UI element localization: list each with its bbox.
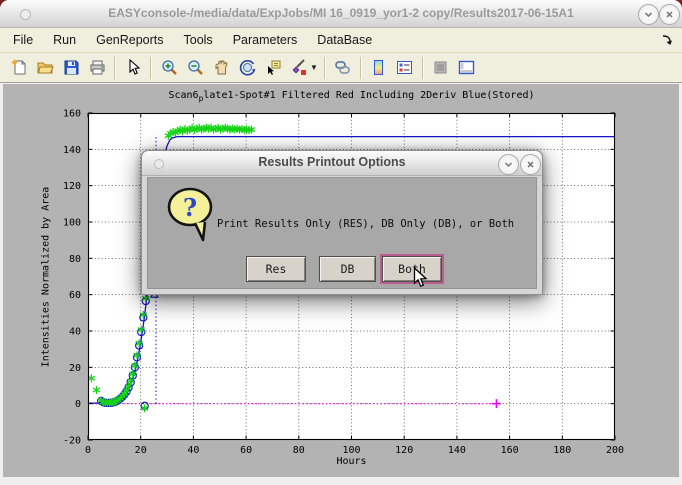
dialog-title-bar[interactable]: Results Printout Options <box>142 151 542 176</box>
zoom-in-icon <box>161 60 177 75</box>
close-button[interactable] <box>659 4 680 25</box>
mouse-cursor-icon <box>413 267 428 288</box>
insert-colorbar-button[interactable] <box>366 55 392 81</box>
link-chain-icon <box>335 61 351 74</box>
toolbar-separator <box>150 56 152 79</box>
edit-arrow-icon <box>128 59 140 75</box>
svg-text:?: ? <box>183 193 197 222</box>
y-axis-label: Intensities Normalized by Area <box>40 186 52 368</box>
svg-text:20: 20 <box>69 363 81 374</box>
figure-toolbar: ▼ <box>0 52 682 83</box>
dialog-close-button[interactable] <box>520 154 541 175</box>
svg-text:80: 80 <box>293 445 305 456</box>
brush-dropdown-caret-icon[interactable]: ▼ <box>310 63 318 72</box>
close-icon <box>527 161 534 168</box>
svg-text:200: 200 <box>606 445 624 456</box>
svg-text:60: 60 <box>69 290 81 301</box>
dialog-message: Print Results Only (RES), DB Only (DB), … <box>217 218 515 230</box>
svg-text:0: 0 <box>85 445 91 456</box>
dialog-minimize-button[interactable] <box>498 154 519 175</box>
link-plot-button[interactable] <box>330 55 356 81</box>
title-bar[interactable]: EASYconsole-/media/data/ExpJobs/MI 16_09… <box>0 0 682 28</box>
svg-text:160: 160 <box>501 445 519 456</box>
svg-text:20: 20 <box>135 445 147 456</box>
svg-text:40: 40 <box>187 445 199 456</box>
save-figure-button[interactable] <box>58 55 84 81</box>
open-folder-icon <box>37 62 54 74</box>
show-plot-tools-icon <box>459 60 475 75</box>
dialog-title: Results Printout Options <box>258 155 406 169</box>
toolbar-separator <box>421 56 424 79</box>
minimize-button[interactable] <box>638 4 659 25</box>
menu-item-run[interactable]: Run <box>53 33 77 47</box>
svg-text:40: 40 <box>69 327 81 338</box>
colorbar-icon <box>374 60 384 75</box>
brush-data-button[interactable] <box>286 55 312 81</box>
svg-text:140: 140 <box>448 445 466 456</box>
save-floppy-icon <box>64 60 78 75</box>
svg-text:60: 60 <box>240 445 252 456</box>
window-title: EASYconsole-/media/data/ExpJobs/MI 16_09… <box>108 6 574 20</box>
svg-text:160: 160 <box>63 109 81 120</box>
svg-text:120: 120 <box>395 445 413 456</box>
new-figure-button[interactable] <box>6 55 32 81</box>
rotate-3d-button[interactable] <box>234 55 260 81</box>
question-bubble-icon: ? <box>167 187 213 242</box>
zoom-out-button[interactable] <box>182 55 208 81</box>
show-plot-tools-button[interactable] <box>454 55 480 81</box>
dock-figure-arrow-icon[interactable] <box>661 34 673 46</box>
menu-item-database[interactable]: DataBase <box>317 33 373 47</box>
svg-text:100: 100 <box>342 445 360 456</box>
db-button[interactable]: DB <box>319 256 376 282</box>
plot-title: Scan6plate1-Spot#1 Filtered Red Includin… <box>168 90 535 103</box>
print-figure-button[interactable] <box>84 55 110 81</box>
pan-hand-icon <box>215 60 228 75</box>
legend-icon <box>397 61 413 74</box>
both-button[interactable]: Both <box>382 256 442 282</box>
printer-icon <box>90 60 104 75</box>
toolbar-separator <box>323 56 326 79</box>
menu-bar: File Run GenReports Tools Parameters Dat… <box>0 28 682 52</box>
menu-item-genreports[interactable]: GenReports <box>96 33 164 47</box>
hide-plot-tools-button[interactable] <box>428 55 454 81</box>
x-axis-label: Hours <box>336 456 367 467</box>
dialog-window-menu-icon[interactable] <box>154 159 164 169</box>
menu-item-tools[interactable]: Tools <box>183 33 213 47</box>
pan-hand-button[interactable] <box>208 55 234 81</box>
insert-legend-button[interactable] <box>392 55 418 81</box>
rotate-3d-icon <box>239 60 255 76</box>
chevron-down-icon <box>644 12 653 18</box>
svg-text:140: 140 <box>63 145 81 156</box>
chevron-down-icon <box>504 162 513 168</box>
hide-plot-tools-icon <box>434 61 447 74</box>
svg-text:0: 0 <box>75 399 81 410</box>
res-button[interactable]: Res <box>246 256 306 282</box>
zoom-out-icon <box>187 60 203 75</box>
dialog-body: ? Print Results Only (RES), DB Only (DB)… <box>147 177 537 289</box>
data-cursor-icon <box>267 60 280 75</box>
svg-text:-20: -20 <box>63 436 81 447</box>
toolbar-separator <box>359 56 362 79</box>
new-figure-icon <box>11 59 25 75</box>
results-printout-dialog: Results Printout Options ? Print Results… <box>141 150 543 295</box>
svg-text:100: 100 <box>63 218 81 229</box>
toolbar-separator <box>114 56 116 79</box>
open-file-button[interactable] <box>32 55 58 81</box>
data-cursor-button[interactable] <box>260 55 286 81</box>
menu-item-file[interactable]: File <box>13 33 34 47</box>
svg-text:120: 120 <box>63 181 81 192</box>
edit-plot-button[interactable] <box>120 55 146 81</box>
brush-icon <box>291 59 306 75</box>
close-icon <box>666 11 673 18</box>
svg-text:80: 80 <box>69 254 81 265</box>
zoom-in-button[interactable] <box>156 55 182 81</box>
window-menu-icon[interactable] <box>20 9 31 20</box>
menu-item-parameters[interactable]: Parameters <box>232 33 298 47</box>
svg-text:180: 180 <box>553 445 571 456</box>
